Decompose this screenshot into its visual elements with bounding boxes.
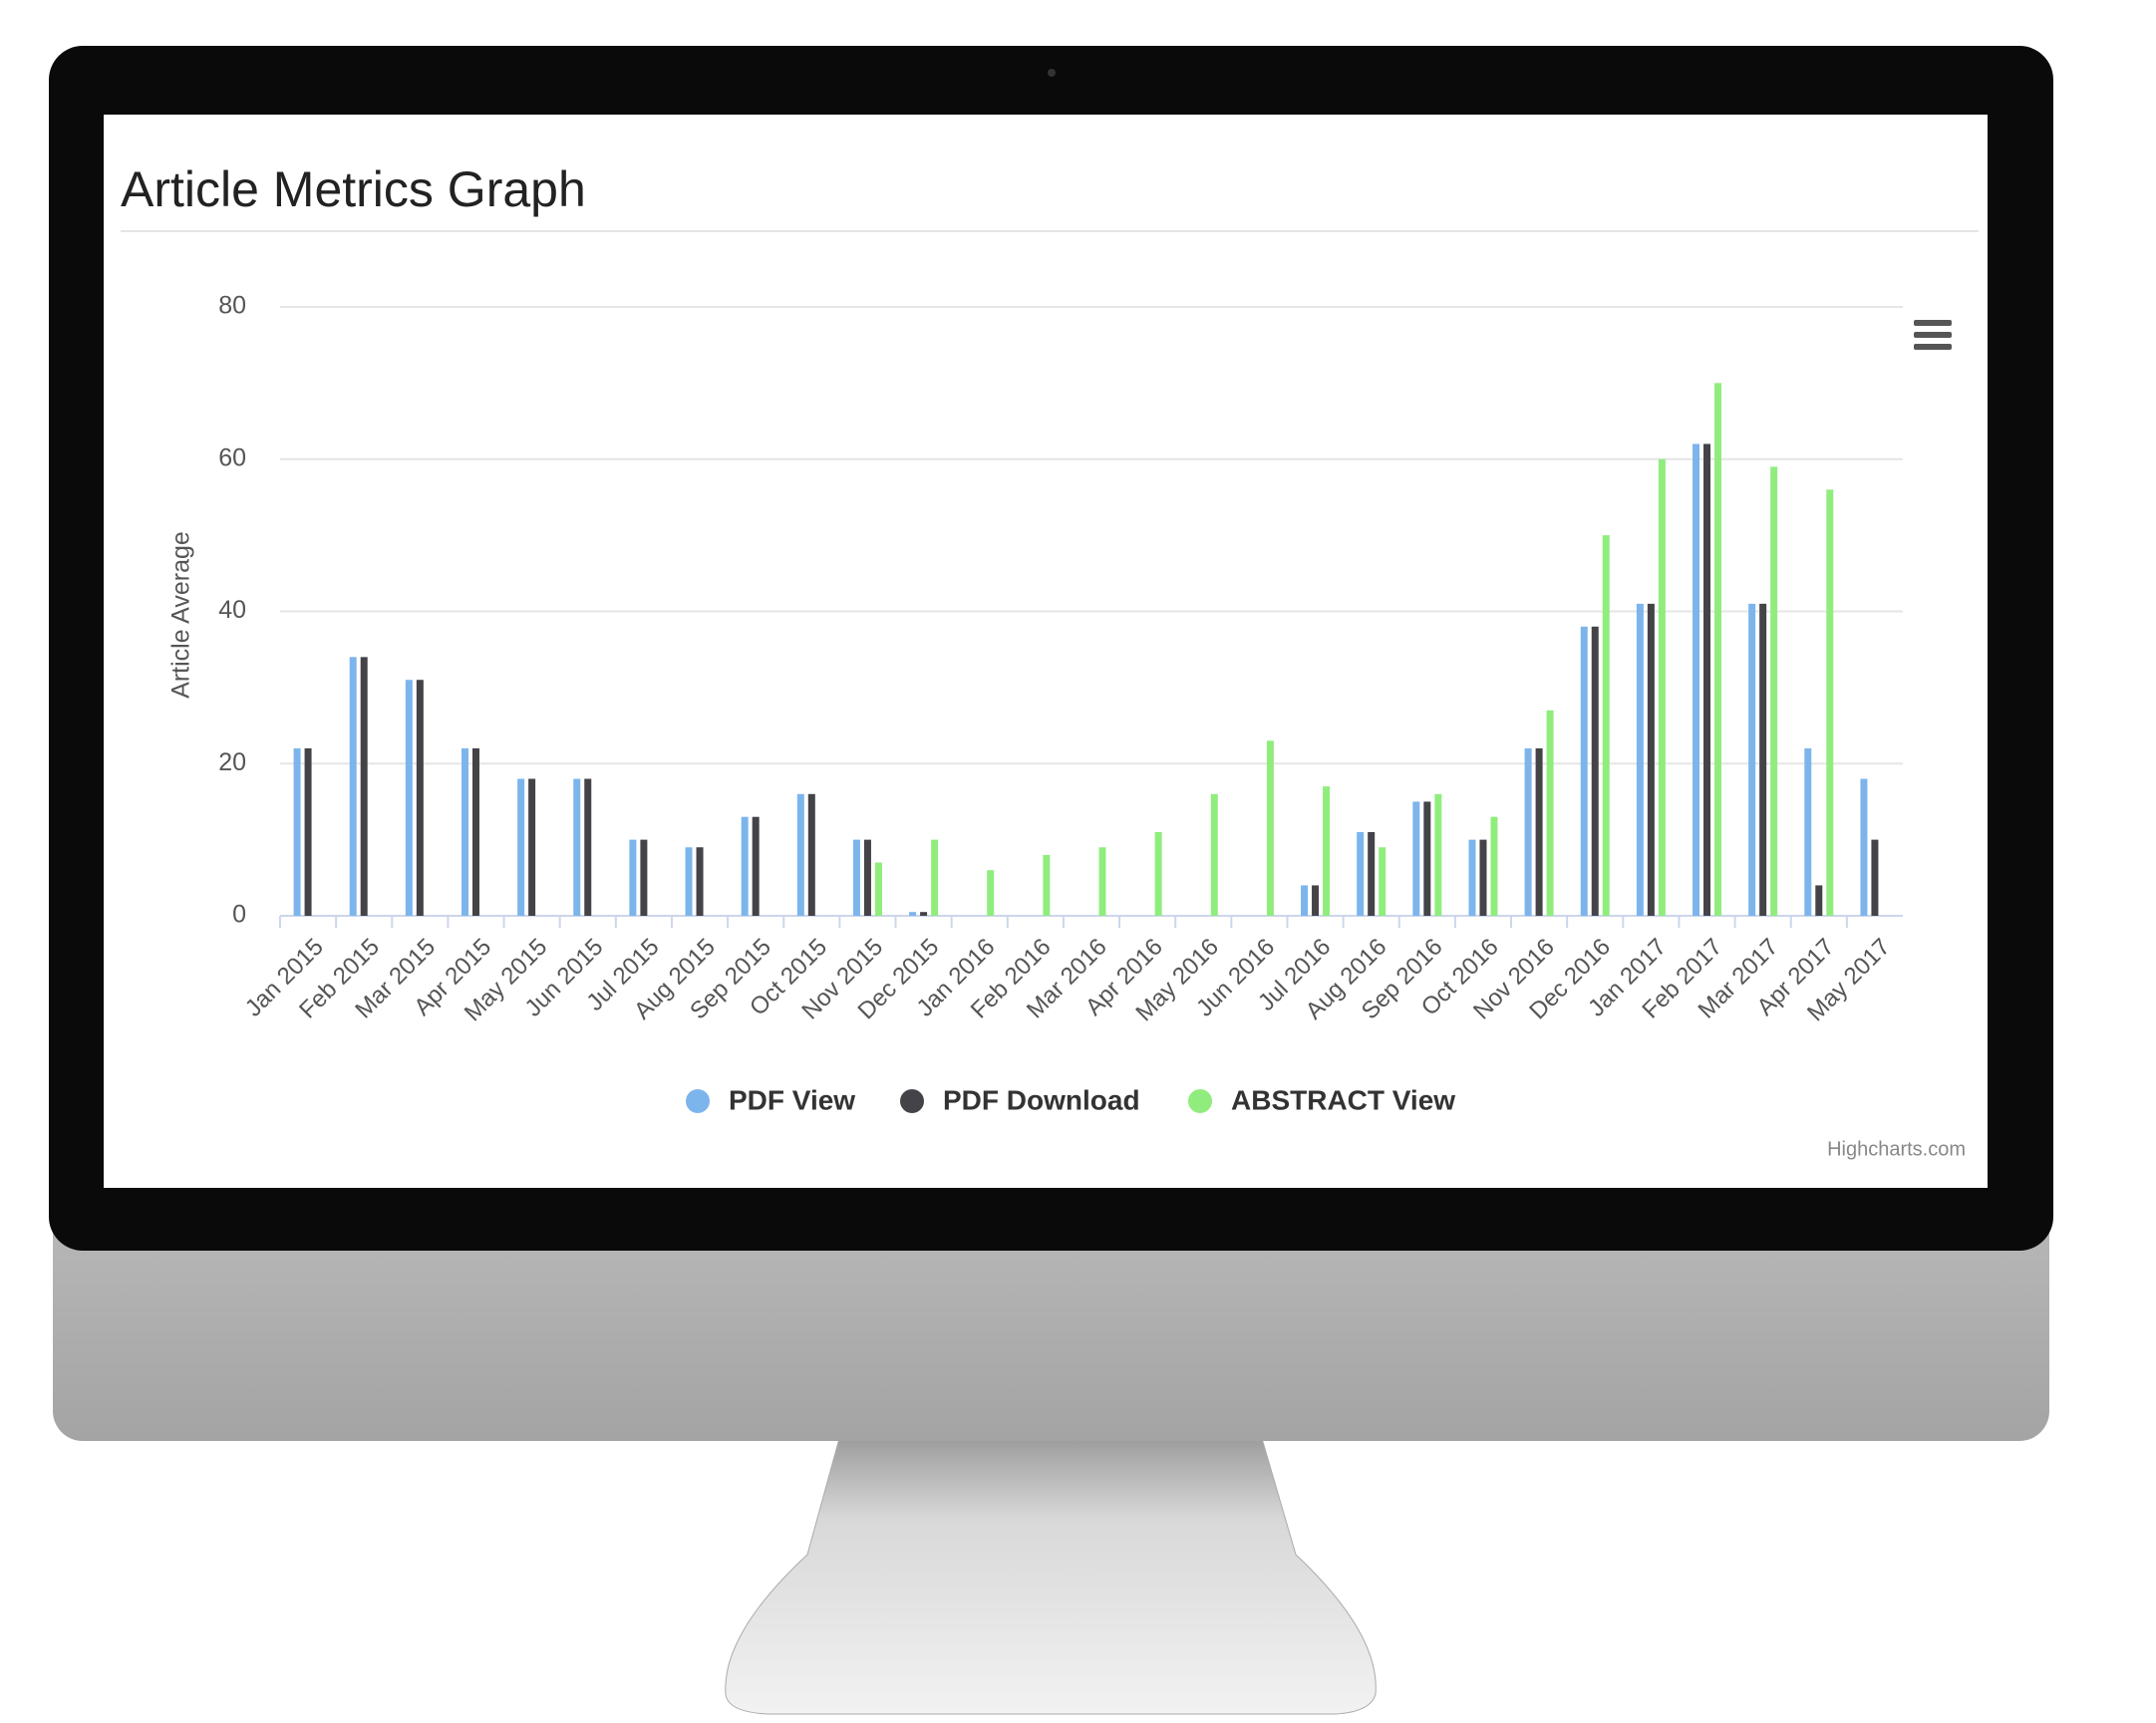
bar: [1412, 801, 1420, 916]
bar: [1658, 458, 1666, 916]
camera: [1048, 69, 1056, 77]
bar: [304, 747, 312, 916]
bar: [1580, 626, 1588, 916]
legend-item[interactable]: ABSTRACT View: [1188, 1084, 1455, 1115]
bar: [1368, 831, 1376, 916]
bar: [909, 912, 917, 916]
bar: [1434, 793, 1442, 916]
y-tick-label: 40: [218, 596, 246, 624]
bar: [1826, 489, 1834, 916]
legend-label: PDF Download: [943, 1084, 1140, 1115]
bar: [1647, 603, 1655, 916]
monitor-chin: [53, 1196, 2049, 1441]
bar: [1591, 626, 1599, 916]
bar: [1468, 839, 1476, 916]
credits: Highcharts.com: [1827, 1138, 1966, 1160]
bar: [1524, 747, 1532, 916]
bar: [1043, 854, 1051, 916]
bar: [528, 778, 536, 916]
legend-item[interactable]: PDF Download: [900, 1084, 1140, 1115]
legend-marker: [1188, 1089, 1212, 1113]
chart-title: Article Metrics Graph: [121, 161, 586, 217]
bar: [863, 839, 871, 916]
bar: [796, 793, 804, 916]
y-axis-title: Article Average: [167, 531, 195, 699]
bar: [1602, 535, 1610, 916]
y-tick-label: 80: [218, 292, 246, 320]
y-tick-label: 20: [218, 748, 246, 776]
bar: [629, 839, 637, 916]
menu-button[interactable]: [1914, 320, 1952, 350]
screen: [104, 115, 1988, 1188]
legend-item[interactable]: PDF View: [686, 1084, 855, 1115]
bar: [1423, 801, 1431, 916]
bar: [517, 778, 525, 916]
bar: [1357, 831, 1365, 916]
bar: [1098, 847, 1106, 916]
bar: [685, 847, 693, 916]
bar: [1748, 603, 1756, 916]
bar: [405, 680, 413, 916]
bar: [987, 870, 995, 916]
bar: [360, 657, 368, 916]
bar: [584, 778, 592, 916]
bar: [1479, 839, 1487, 916]
legend-marker: [686, 1089, 710, 1113]
bar: [1546, 710, 1554, 916]
bar: [293, 747, 301, 916]
bar: [1693, 443, 1700, 916]
bar: [349, 657, 357, 916]
bar: [807, 793, 815, 916]
bar: [1490, 816, 1498, 916]
bar: [573, 778, 581, 916]
bar: [1312, 885, 1320, 916]
bar: [1871, 839, 1879, 916]
y-tick-label: 60: [218, 443, 246, 471]
bar: [1815, 885, 1823, 916]
bar: [1379, 847, 1386, 916]
y-tick-label: 0: [232, 901, 246, 929]
bar: [1154, 831, 1162, 916]
bar: [1301, 885, 1309, 916]
bar: [1759, 603, 1767, 916]
bar: [741, 816, 749, 916]
monitor-stand: [725, 1434, 1377, 1715]
bar: [416, 680, 424, 916]
bar: [1323, 786, 1331, 916]
bar: [1266, 740, 1274, 916]
bar: [1703, 443, 1711, 916]
bar: [874, 862, 882, 916]
bar: [1636, 603, 1644, 916]
bar: [696, 847, 704, 916]
bar: [461, 747, 468, 916]
legend-marker: [900, 1089, 924, 1113]
bar: [471, 747, 479, 916]
legend-label: PDF View: [729, 1084, 855, 1115]
bar: [1210, 793, 1218, 916]
legend-label: ABSTRACT View: [1231, 1084, 1455, 1115]
bar: [1770, 466, 1778, 916]
bar: [931, 839, 939, 916]
bar: [640, 839, 648, 916]
bar: [1860, 778, 1868, 916]
bar: [920, 912, 928, 916]
bar: [1535, 747, 1543, 916]
bar: [1804, 747, 1812, 916]
bar: [1714, 383, 1722, 916]
bar: [752, 816, 760, 916]
bar: [852, 839, 860, 916]
